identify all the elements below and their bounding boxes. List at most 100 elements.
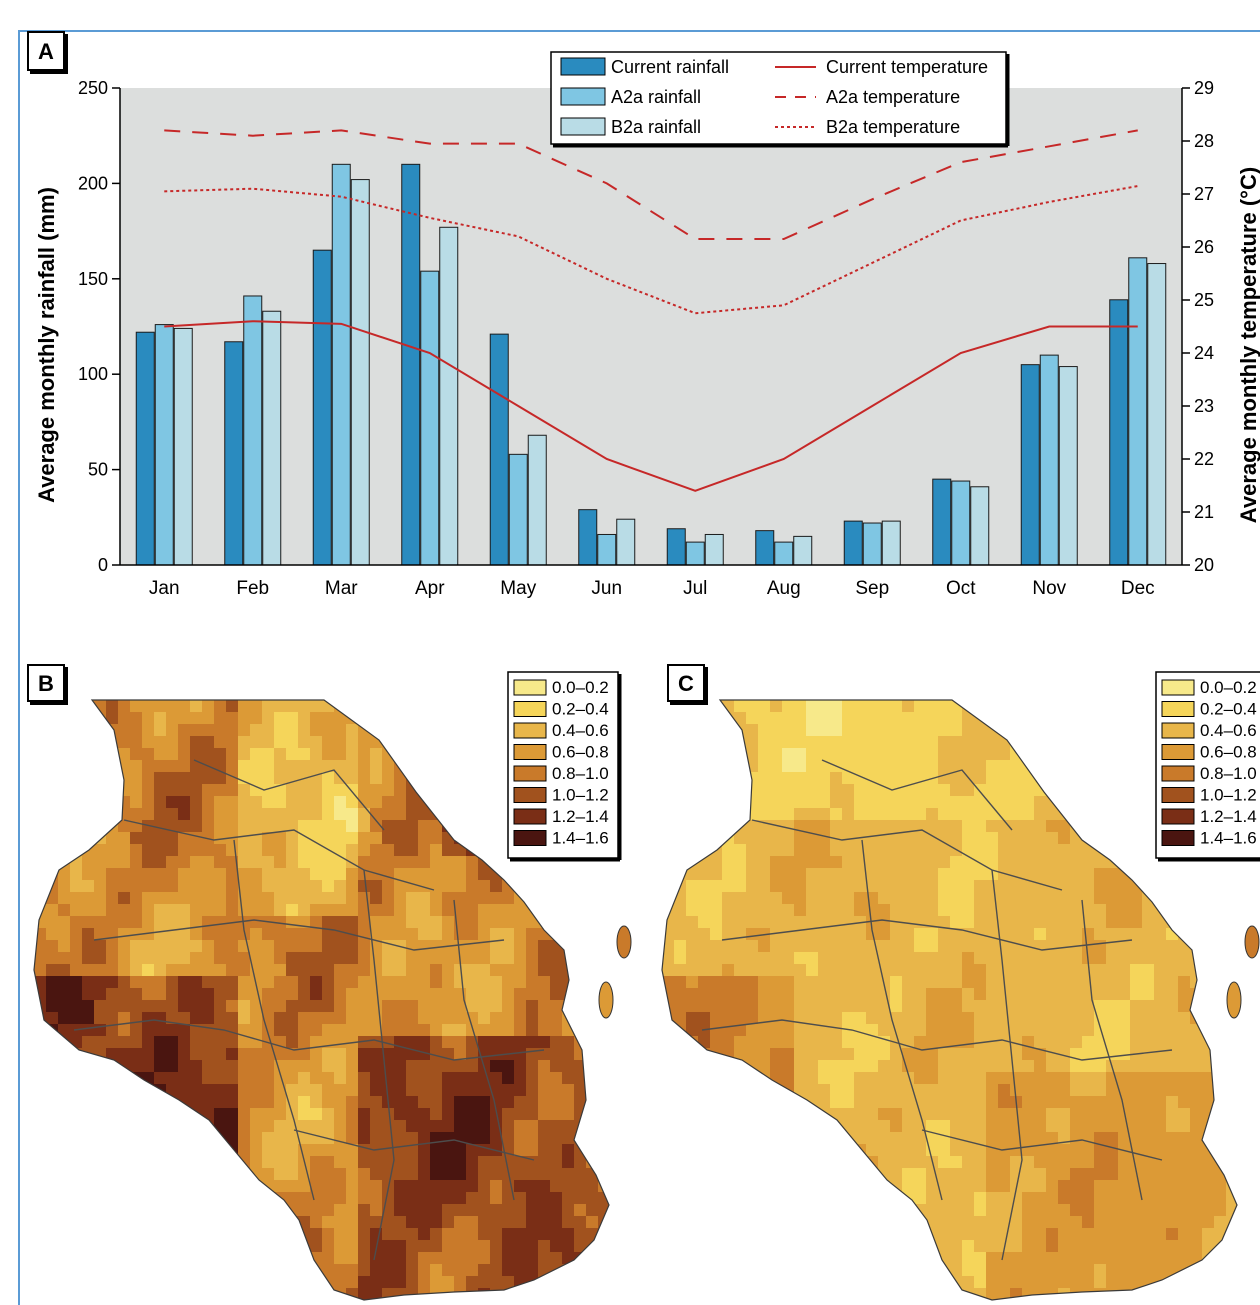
legend-range-label: 0.0–0.2 <box>552 678 609 697</box>
legend-swatch <box>1161 722 1195 739</box>
x-tick-label: Apr <box>415 578 445 599</box>
legend: Current rainfall A2a rainfall B2a rainfa… <box>550 51 1010 148</box>
legend-swatch <box>513 701 547 717</box>
panel-b-letter: B <box>38 671 54 696</box>
figure-frame <box>18 30 1260 1305</box>
bar-current-rainfall-nov <box>1020 364 1040 566</box>
bar-b2a-rainfall-feb <box>262 310 282 566</box>
y2-tick-label: 22 <box>1194 449 1214 469</box>
legend-label-b2a-rainfall: B2a rainfall <box>611 117 701 137</box>
x-tick-label: Jan <box>149 578 180 599</box>
y2-tick-label: 21 <box>1194 502 1214 522</box>
y2-tick-label: 29 <box>1194 78 1214 98</box>
legend-swatch <box>1161 808 1195 825</box>
panel-c-letter: C <box>678 671 694 696</box>
map-c-legend: 0.0–0.2 0.2–0.4 0.4–0.6 0.6–0.8 0.8–1.0 1.0–1… <box>1155 671 1260 862</box>
bar-current-rainfall-jun <box>578 509 598 566</box>
legend-swatch <box>513 722 547 739</box>
y-tick-label: 50 <box>88 460 108 480</box>
x-axis: Jan Feb Mar Apr May Jun Jul Aug Sep Oct Nov Dec <box>120 564 1182 599</box>
x-tick-label: Nov <box>1032 578 1066 599</box>
panel-a-label: A <box>27 31 68 74</box>
bar-b2a-rainfall-may <box>527 434 547 566</box>
y2-tick-label: 25 <box>1194 290 1214 310</box>
x-tick-label: Feb <box>236 578 269 599</box>
legend-range-label: 1.4–1.6 <box>1200 829 1257 848</box>
bar-b2a-rainfall-sep <box>881 520 901 566</box>
legend-range-label: 0.2–0.4 <box>1200 700 1257 719</box>
x-tick-label: May <box>500 578 536 599</box>
bar-current-rainfall-feb <box>224 341 244 566</box>
legend-range-label: 0.2–0.4 <box>552 700 609 719</box>
panel-a-letter: A <box>38 39 54 64</box>
plot-background <box>120 88 1182 565</box>
x-tick-label: Dec <box>1121 578 1155 599</box>
panel-b-label: B <box>27 664 68 705</box>
y2-tick-label: 23 <box>1194 396 1214 416</box>
legend-swatch <box>1161 679 1195 696</box>
bar-b2a-rainfall-nov <box>1058 366 1078 566</box>
legend-swatch <box>1161 787 1195 803</box>
legend-range-label: 0.6–0.8 <box>552 743 609 762</box>
legend-swatch <box>1161 830 1195 846</box>
bar-current-rainfall-mar <box>312 249 332 566</box>
bar-a2a-rainfall-mar <box>331 163 351 566</box>
bar-a2a-rainfall-oct <box>951 480 971 566</box>
y-tick-label: 0 <box>98 555 108 575</box>
legend-label-current-temperature: Current temperature <box>826 57 988 77</box>
bar-current-rainfall-jul <box>666 528 686 566</box>
bar-current-rainfall-apr <box>401 163 421 566</box>
bar-current-rainfall-oct <box>932 478 952 566</box>
bar-b2a-rainfall-jan <box>173 327 193 566</box>
legend-range-label: 0.8–1.0 <box>552 764 609 783</box>
y2-tick-label: 26 <box>1194 237 1214 257</box>
panel-c-label: C <box>667 664 708 705</box>
bar-b2a-rainfall-dec <box>1147 263 1167 566</box>
line-layer <box>164 129 1138 492</box>
legend-range-label: 1.2–1.4 <box>1200 807 1257 826</box>
legend-swatch <box>513 808 547 825</box>
legend-range-label: 1.0–1.2 <box>1200 786 1257 805</box>
legend-range-label: 1.0–1.2 <box>552 786 609 805</box>
y2-tick-label: 28 <box>1194 131 1214 151</box>
legend-range-label: 0.6–0.8 <box>1200 743 1257 762</box>
y2-tick-label: 24 <box>1194 343 1214 363</box>
legend-range-label: 0.8–1.0 <box>1200 764 1257 783</box>
legend-label-current-rainfall: Current rainfall <box>611 57 729 77</box>
line-current-temperature <box>164 320 1138 492</box>
x-tick-label: Jun <box>591 578 622 599</box>
y-tick-label: 250 <box>78 78 108 98</box>
y-tick-label: 100 <box>78 364 108 384</box>
y2-tick-label: 20 <box>1194 555 1214 575</box>
bar-b2a-rainfall-mar <box>350 179 370 566</box>
bar-current-rainfall-aug <box>755 530 775 566</box>
legend-label-b2a-temperature: B2a temperature <box>826 117 960 137</box>
legend-range-label: 0.4–0.6 <box>552 721 609 740</box>
bar-a2a-rainfall-jul <box>685 541 705 566</box>
x-tick-label: Oct <box>946 578 976 599</box>
legend-range-label: 1.4–1.6 <box>552 829 609 848</box>
y-tick-label: 200 <box>78 173 108 193</box>
x-tick-label: Aug <box>767 578 801 599</box>
bar-a2a-rainfall-nov <box>1039 354 1059 566</box>
bar-a2a-rainfall-may <box>508 453 528 566</box>
legend-label-a2a-temperature: A2a temperature <box>826 87 960 107</box>
bar-b2a-rainfall-aug <box>793 535 813 566</box>
legend-swatch <box>513 744 547 760</box>
bar-a2a-rainfall-jan <box>154 324 174 566</box>
y2-axis-label: Average monthly temperature (°C) <box>1236 167 1260 523</box>
y-tick-label: 150 <box>78 269 108 289</box>
x-tick-label: Sep <box>855 578 889 599</box>
bar-a2a-rainfall-feb <box>243 295 263 566</box>
bar-b2a-rainfall-jul <box>704 533 724 566</box>
bar-current-rainfall-dec <box>1109 299 1129 566</box>
right-axis: 20 21 22 23 24 25 26 27 28 29 <box>1181 78 1214 575</box>
legend-swatch-a2a-rainfall <box>560 87 606 106</box>
x-tick-label: Mar <box>325 578 358 599</box>
bar-b2a-rainfall-oct <box>970 486 990 566</box>
legend-range-label: 1.2–1.4 <box>552 807 609 826</box>
legend-swatch <box>513 765 547 782</box>
legend-swatch <box>1161 765 1195 782</box>
legend-swatch-b2a-rainfall <box>560 117 606 136</box>
